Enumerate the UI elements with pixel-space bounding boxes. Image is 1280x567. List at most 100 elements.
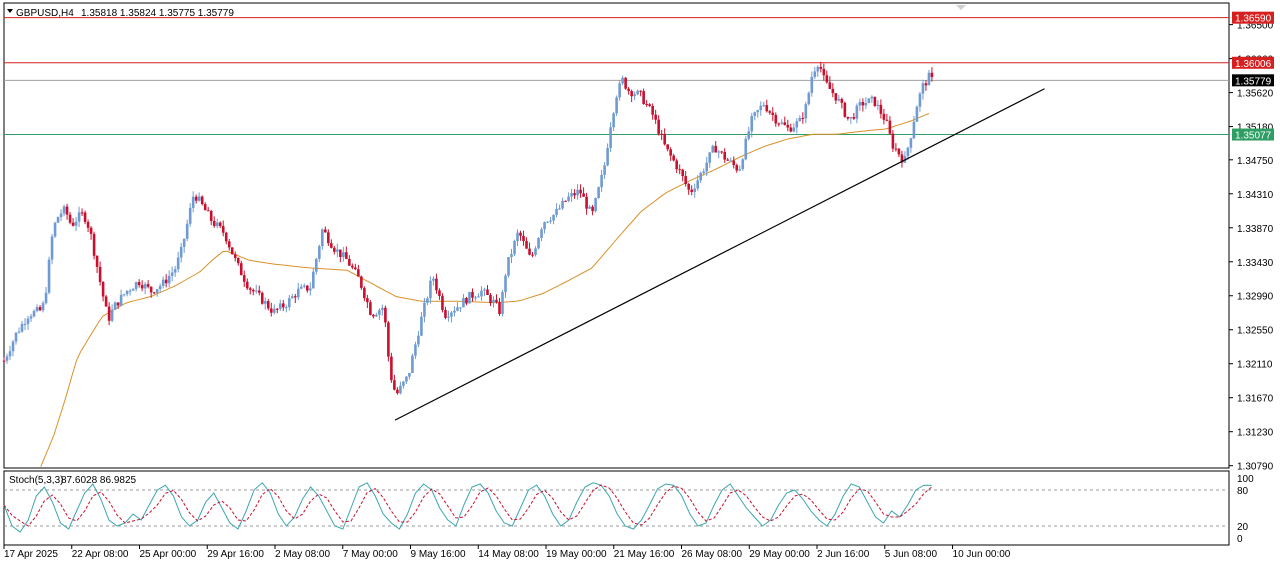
- price-tick-label: 1.32110: [1237, 360, 1273, 371]
- trendline-layer[interactable]: [394, 88, 1045, 421]
- candle-bear: [846, 116, 850, 119]
- price-tick-label: 1.32550: [1237, 326, 1274, 337]
- candle-bear: [339, 249, 342, 258]
- candle-bull: [507, 257, 510, 276]
- candle-bull: [185, 223, 189, 239]
- candle-bull: [32, 310, 36, 317]
- candle-bull: [110, 309, 114, 321]
- candle-bull: [134, 282, 138, 290]
- collapse-triangle-icon[interactable]: [7, 9, 13, 13]
- price-tick-label: 1.33430: [1237, 258, 1274, 269]
- candle-bull: [456, 307, 459, 311]
- candle-bear: [519, 232, 522, 236]
- candle-bear: [777, 123, 781, 125]
- candle-bear: [372, 314, 375, 317]
- candle-bull: [8, 351, 12, 357]
- candle-bear: [657, 119, 660, 134]
- candle-bull: [621, 77, 624, 84]
- time-tick-label: 21 May 16:00: [614, 549, 675, 560]
- candle-bear: [930, 72, 934, 78]
- candle-bear: [924, 83, 928, 86]
- candle-bear: [900, 154, 904, 163]
- candle-bull: [375, 314, 378, 317]
- chart-shift-marker-icon[interactable]: [956, 5, 966, 10]
- candle-bull: [510, 254, 513, 258]
- price-tick-label: 1.32990: [1237, 292, 1274, 303]
- time-tick-label: 29 May 00:00: [749, 549, 810, 560]
- candle-bear: [209, 210, 213, 221]
- candle-bear: [675, 160, 678, 170]
- candle-bull: [693, 188, 696, 192]
- candle-bull: [417, 335, 420, 345]
- moving-average-layer: [40, 113, 930, 467]
- candle-bull: [29, 316, 33, 319]
- candle-bull: [287, 298, 291, 308]
- candle-bear: [89, 227, 93, 234]
- candle-bull: [74, 221, 78, 226]
- candle-bull: [762, 105, 766, 107]
- price-tick-label: 1.33870: [1237, 224, 1274, 235]
- candle-bear: [681, 169, 684, 177]
- candle-bear: [522, 235, 525, 242]
- candle-bear: [669, 149, 672, 156]
- candle-bear: [221, 226, 225, 233]
- candle-bear: [624, 77, 627, 89]
- candle-bull: [411, 355, 414, 373]
- candle-bull: [516, 232, 519, 242]
- candle-bull: [47, 259, 51, 293]
- candle-bear: [233, 254, 237, 259]
- candle-bear: [236, 258, 240, 264]
- candle-bull: [161, 279, 165, 286]
- stoch-signal-line: [3, 484, 933, 527]
- candle-bull: [798, 117, 802, 122]
- candle-bull: [555, 209, 558, 215]
- price-tick-label: 1.35180: [1237, 123, 1274, 134]
- time-tick-label: 2 Jun 16:00: [817, 549, 870, 560]
- candle-bull: [56, 217, 60, 223]
- candle-bull: [59, 213, 63, 218]
- level-price-badge: [1232, 74, 1274, 87]
- candle-bear: [390, 356, 393, 381]
- candle-bull: [636, 90, 639, 95]
- candle-bear: [840, 98, 844, 103]
- candle-bear: [230, 247, 234, 255]
- candle-bear: [732, 160, 736, 166]
- stoch-main-line: [3, 482, 932, 533]
- candle-bear: [861, 102, 865, 106]
- candle-bull: [576, 189, 579, 196]
- candle-bear: [531, 254, 534, 256]
- candle-bull: [549, 220, 552, 222]
- candle-bull: [158, 285, 162, 290]
- candle-bull: [705, 162, 709, 172]
- candle-bull: [170, 272, 174, 276]
- horizontal-levels[interactable]: [4, 17, 1229, 136]
- candle-bull: [197, 196, 201, 201]
- candle-bear: [495, 299, 498, 303]
- candle-bull: [633, 94, 636, 97]
- candle-bear: [642, 91, 645, 105]
- price-tick-label: 1.35620: [1237, 89, 1274, 100]
- candle-bear: [498, 302, 501, 315]
- candle-bear: [672, 155, 675, 161]
- candle-bull: [837, 98, 841, 101]
- candle-bull: [597, 187, 600, 199]
- candle-bull: [513, 241, 516, 255]
- candle-bull: [315, 258, 318, 272]
- candle-bear: [573, 193, 576, 196]
- candle-bull: [272, 308, 276, 313]
- candle-bear: [582, 193, 585, 197]
- candle-bull: [813, 71, 817, 77]
- candle-bear: [651, 105, 654, 115]
- candle-bear: [678, 169, 681, 171]
- price-tick-label: 1.34750: [1237, 156, 1274, 167]
- ascending-trendline[interactable]: [394, 88, 1045, 421]
- candle-bear: [366, 298, 369, 303]
- candlesticks-layer: [2, 61, 934, 395]
- candle-bear: [293, 296, 297, 298]
- candle-bear: [891, 133, 895, 149]
- candle-bull: [284, 307, 288, 309]
- candle-bear: [2, 360, 6, 362]
- level-price-badge: [1232, 11, 1274, 24]
- candle-bull: [378, 310, 381, 315]
